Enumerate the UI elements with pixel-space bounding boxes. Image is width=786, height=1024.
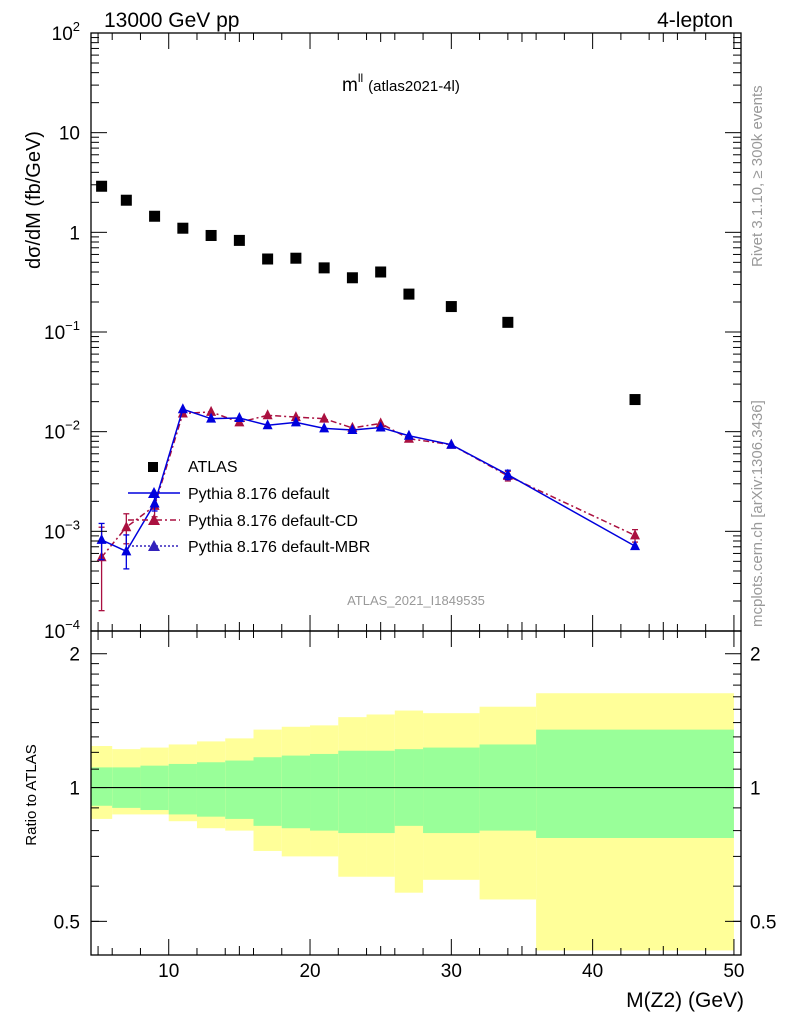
legend-default-marker [148, 487, 160, 498]
header-energy-label: 13000 GeV pp [104, 9, 239, 32]
x-tick-label: 20 [299, 961, 320, 982]
x-tick-label: 50 [723, 961, 744, 982]
x-tick-label: 30 [441, 961, 462, 982]
data-point [290, 252, 302, 264]
series-point-default [177, 403, 188, 414]
ratio-bands [91, 693, 741, 951]
ratio-band-inner [310, 753, 339, 831]
data-point [318, 262, 330, 274]
data-point [205, 229, 217, 241]
data-point [96, 180, 108, 192]
plot-title-main: m [342, 75, 358, 96]
legend-default-label: Pythia 8.176 default [188, 486, 330, 503]
legend-cd-label: Pythia 8.176 default-CD [188, 513, 358, 530]
ratio-band-inner [366, 750, 395, 834]
y-tick-label: 10 [59, 124, 80, 145]
y-tick-label: 102 [52, 19, 80, 45]
y-axis-label: dσ/dM (fb/GeV) [23, 131, 45, 269]
ratio-band-inner [536, 729, 734, 838]
series-point-default [375, 421, 386, 432]
plot-title-sub: (atlas2021-4l) [368, 78, 460, 95]
series-line-default [101, 408, 636, 553]
series-point-default [206, 412, 217, 423]
legend-mbr-marker [148, 540, 160, 551]
data-point [120, 194, 132, 206]
ratio-tick-label-left: 2 [69, 645, 80, 666]
data-point [403, 288, 415, 300]
ratio-y-axis-label: Ratio to ATLAS [23, 744, 40, 845]
series-point-cd [319, 412, 330, 423]
ratio-band-inner [423, 747, 480, 834]
data-point [177, 222, 189, 234]
ratio-band-inner [225, 760, 254, 819]
series-point-default [630, 540, 641, 551]
series-point-cd [121, 521, 132, 532]
ratio-tick-label-right: 0.5 [750, 912, 776, 933]
ratio-band-inner [168, 763, 197, 815]
y-tick-label: 10−2 [44, 418, 80, 444]
plot-title-sup: ll [358, 71, 363, 85]
y-tick-label: 10−4 [44, 617, 80, 643]
series-point-default [96, 533, 107, 544]
header-process-label: 4-lepton [657, 9, 733, 32]
data-point [629, 394, 641, 406]
data-layer [96, 180, 641, 406]
legend-data-marker [148, 462, 158, 472]
data-point [445, 301, 457, 313]
plot-title: mll (atlas2021-4l) [342, 71, 460, 96]
series-point-default [262, 419, 273, 430]
series-point-default [403, 429, 414, 440]
x-tick-label: 40 [582, 961, 603, 982]
mcplots-label: mcplots.cern.ch [arXiv:1306.3436] [749, 400, 766, 627]
data-point [375, 266, 387, 278]
series-layer [96, 403, 641, 612]
series-point-default [121, 545, 132, 556]
ratio-band-inner [91, 767, 113, 806]
x-axis-label: M(Z2) (GeV) [626, 989, 744, 1012]
ratio-tick-label-left: 1 [69, 779, 80, 800]
axes-layer: 10 20 30 40 50 102 10 1 10−1 10−2 10−3 10−4 0.5 0.5 1 1… [44, 19, 776, 982]
series-point-default [290, 416, 301, 427]
series-point-default [319, 422, 330, 433]
ratio-tick-label-right: 1 [750, 779, 761, 800]
ratio-frame [90, 630, 742, 956]
data-point [233, 234, 245, 246]
ratio-tick-label-left: 0.5 [54, 912, 80, 933]
series-point-cd [290, 411, 301, 422]
ratio-band-inner [196, 762, 226, 817]
rivet-label: Rivet 3.1.10, ≥ 300k events [749, 85, 766, 267]
y-tick-label: 1 [69, 223, 80, 244]
data-point [346, 272, 358, 284]
legend-mbr-label: Pythia 8.176 default-MBR [188, 539, 370, 556]
analysis-watermark: ATLAS_2021_I1849535 [347, 593, 485, 608]
series-point-default [502, 468, 513, 479]
ratio-band-inner [281, 755, 311, 829]
legend-cd-marker [148, 514, 160, 525]
series-point-default [347, 423, 358, 434]
series-point-cd [206, 405, 217, 416]
series-point-default [149, 497, 160, 508]
ratio-band-inner [338, 750, 367, 834]
legend: ATLAS Pythia 8.176 default Pythia 8.176 … [128, 459, 370, 556]
series-point-cd [630, 529, 641, 540]
y-tick-label: 10−1 [44, 318, 80, 344]
series-point-default [234, 412, 245, 423]
series-line-cd [101, 411, 636, 558]
ratio-band-inner [253, 757, 282, 826]
data-point [149, 210, 161, 222]
data-point [262, 253, 274, 265]
legend-data-label: ATLAS [188, 459, 238, 476]
data-point [502, 316, 514, 328]
y-tick-label: 10−3 [44, 517, 80, 543]
series-point-cd [262, 409, 273, 420]
ratio-tick-label-right: 2 [750, 645, 761, 666]
series-point-default [446, 438, 457, 449]
x-tick-label: 10 [158, 961, 179, 982]
